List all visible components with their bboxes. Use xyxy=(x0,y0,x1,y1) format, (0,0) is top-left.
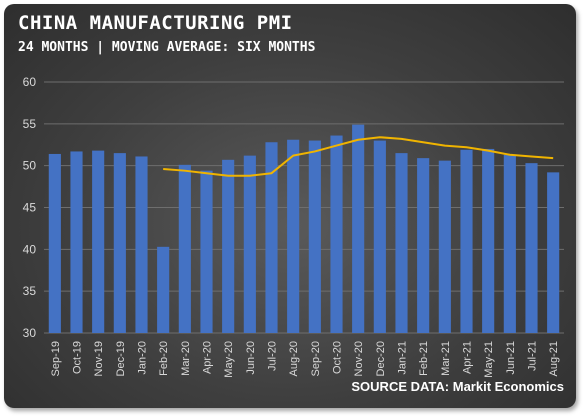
x-tick-label: Jun-21 xyxy=(505,341,517,375)
bar-Jul-20 xyxy=(265,142,278,333)
x-tick-label: Jan-20 xyxy=(137,341,149,375)
x-tick-label: May-20 xyxy=(223,341,235,378)
x-tick-label: Mar-21 xyxy=(440,341,452,376)
bar-Dec-19 xyxy=(113,153,126,333)
x-tick-label: Jan-21 xyxy=(397,341,409,375)
bar-Feb-20 xyxy=(157,246,170,333)
pmi-chart: 30 35 40 45 50 55 60 Sep-19 Oct-19 Nov-19 Dec-19 J… xyxy=(23,75,564,378)
x-tick-label: Sep-20 xyxy=(310,341,322,376)
pmi-bars xyxy=(48,124,560,333)
y-tick-label: 45 xyxy=(23,201,37,215)
y-tick-label: 55 xyxy=(23,117,37,131)
bar-Jan-20 xyxy=(135,156,148,333)
bar-Oct-20 xyxy=(330,135,343,333)
x-tick-label: Feb-20 xyxy=(158,341,170,376)
x-tick-label: Mar-20 xyxy=(180,341,192,376)
y-axis-ticks: 30 35 40 45 50 55 60 xyxy=(23,75,37,340)
x-axis-ticks: Sep-19 Oct-19 Nov-19 Dec-19 Jan-20 Feb-20 Mar-… xyxy=(50,341,560,378)
moving-average-polyline xyxy=(163,136,554,177)
x-tick-label: Jun-20 xyxy=(245,341,257,375)
bar-Aug-21 xyxy=(547,172,560,333)
x-tick-label: Jul-20 xyxy=(267,341,279,371)
bar-Jul-21 xyxy=(525,163,538,333)
bar-Aug-20 xyxy=(287,139,300,333)
y-tick-label: 40 xyxy=(23,242,37,256)
y-tick-label: 60 xyxy=(23,75,37,89)
bar-Jun-20 xyxy=(243,155,256,333)
x-tick-label: Dec-20 xyxy=(375,341,387,376)
x-tick-label: Aug-21 xyxy=(548,341,560,376)
y-tick-label: 35 xyxy=(23,284,37,298)
x-tick-label: Nov-19 xyxy=(93,341,105,376)
chart-card: CHINA MANUFACTURING PMI 24 MONTHS | MOVI… xyxy=(4,4,576,408)
x-tick-label: Oct-19 xyxy=(72,341,84,374)
x-tick-label: Dec-19 xyxy=(115,341,127,376)
bar-Sep-20 xyxy=(308,140,321,333)
x-tick-label: Feb-21 xyxy=(418,341,430,376)
bar-Sep-19 xyxy=(48,153,61,333)
bar-Feb-21 xyxy=(417,158,430,333)
bar-Jun-21 xyxy=(503,154,516,333)
bar-Jan-21 xyxy=(395,153,408,333)
bar-Apr-20 xyxy=(200,170,213,333)
x-tick-label: Jul-21 xyxy=(527,341,539,371)
x-tick-label: Apr-21 xyxy=(462,341,474,374)
bar-Nov-20 xyxy=(352,124,365,333)
bar-Oct-19 xyxy=(70,151,83,333)
bar-Nov-19 xyxy=(92,150,105,333)
bar-May-20 xyxy=(222,159,235,333)
x-tick-label: May-21 xyxy=(483,341,495,378)
gridlines xyxy=(44,81,564,334)
y-tick-label: 50 xyxy=(23,159,37,173)
source-note: SOURCE DATA: Markit Economics xyxy=(351,379,564,394)
x-tick-label: Sep-19 xyxy=(50,341,62,376)
bar-Mar-20 xyxy=(178,164,191,333)
x-tick-label: Nov-20 xyxy=(353,341,365,376)
moving-average-line xyxy=(163,136,554,177)
bar-Apr-21 xyxy=(460,149,473,333)
bar-Mar-21 xyxy=(438,160,451,333)
chart-subtitle: 24 MONTHS | MOVING AVERAGE: SIX MONTHS xyxy=(18,40,316,55)
y-tick-label: 30 xyxy=(23,326,37,340)
chart-title: CHINA MANUFACTURING PMI xyxy=(18,12,293,34)
x-tick-label: Apr-20 xyxy=(202,341,214,374)
bar-May-21 xyxy=(482,148,495,333)
x-tick-label: Oct-20 xyxy=(332,341,344,374)
x-tick-label: Aug-20 xyxy=(288,341,300,376)
bar-Dec-20 xyxy=(373,140,386,333)
